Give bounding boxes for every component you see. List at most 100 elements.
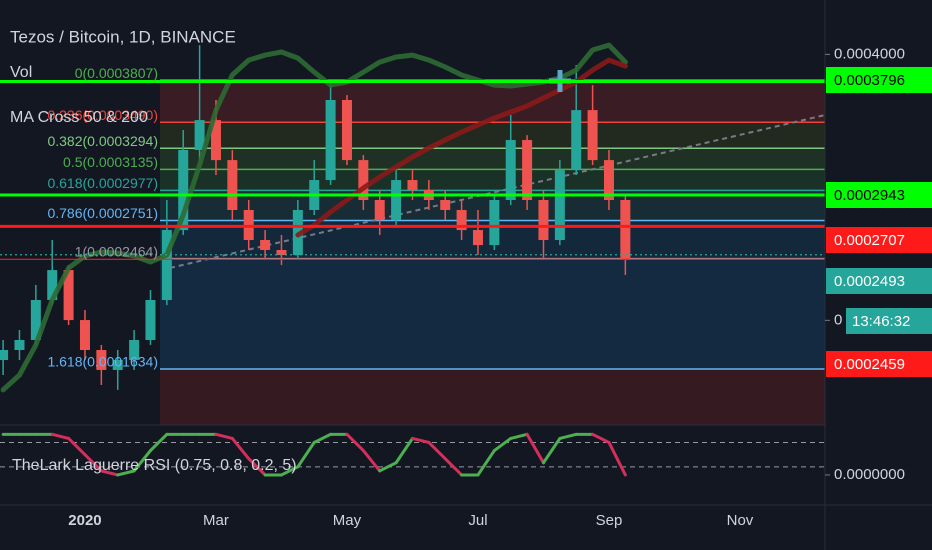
candle-body bbox=[456, 209, 467, 231]
candle-body bbox=[472, 230, 483, 246]
candle-body bbox=[505, 140, 516, 200]
candle-body bbox=[161, 230, 172, 300]
candle-body bbox=[603, 160, 614, 200]
trendline bbox=[169, 114, 826, 269]
rsi-segment bbox=[214, 432, 234, 440]
rsi-segment bbox=[83, 453, 103, 473]
rsi-segment bbox=[116, 469, 136, 477]
candle-body bbox=[587, 110, 598, 161]
price-label: 0.0002493 bbox=[834, 273, 905, 290]
candle-body bbox=[325, 100, 336, 181]
chart-title: Tezos / Bitcoin, 1D, BINANCE bbox=[10, 27, 236, 46]
rsi-segment bbox=[378, 461, 398, 473]
fib-band bbox=[160, 369, 825, 425]
candle-body bbox=[30, 300, 41, 341]
rsi-segment bbox=[296, 440, 316, 469]
rsi-segment bbox=[67, 436, 87, 457]
countdown-box bbox=[846, 308, 932, 334]
candle-body bbox=[14, 340, 25, 350]
candle-body bbox=[47, 270, 58, 300]
candle-body bbox=[145, 300, 156, 341]
fib-label: 0(0.0003807) bbox=[75, 65, 158, 81]
rsi-segment bbox=[247, 457, 267, 477]
candle-body bbox=[0, 350, 9, 360]
candle-body bbox=[276, 250, 287, 256]
candle-body bbox=[79, 320, 90, 350]
candle-body bbox=[260, 240, 271, 250]
candle-body bbox=[407, 180, 418, 191]
x-tick-label: 2020 bbox=[68, 512, 101, 529]
y-tick-label: 0.0004000 bbox=[834, 45, 905, 62]
fib-band bbox=[160, 169, 825, 191]
fib-band bbox=[160, 258, 825, 370]
fib-label: 0.5(0.0003135) bbox=[63, 154, 158, 170]
rsi-segment bbox=[509, 432, 529, 440]
fib-label: 0.786(0.0002751) bbox=[47, 205, 158, 221]
fib-label: 1(0.0002464) bbox=[75, 243, 158, 259]
candle-body bbox=[341, 100, 352, 161]
price-label: 0.0002459 bbox=[834, 356, 905, 373]
x-tick-label: May bbox=[333, 512, 362, 529]
rsi-segment bbox=[50, 432, 71, 440]
price-label-box bbox=[826, 182, 932, 208]
price-label: 0.0002943 bbox=[834, 187, 905, 204]
fib-band bbox=[160, 122, 825, 149]
candle-body bbox=[522, 140, 533, 200]
y-tick-label: 0 bbox=[834, 311, 842, 328]
candle-body bbox=[571, 110, 582, 171]
x-tick-label: Sep bbox=[596, 512, 623, 529]
rsi-tick-label: 0.0000000 bbox=[834, 466, 905, 483]
rsi-label: TheLark Laguerre RSI (0.75, 0.8, 0.2, 5) bbox=[12, 457, 297, 474]
candle-body bbox=[129, 340, 140, 360]
rsi-segment bbox=[427, 440, 447, 461]
volume-label: Vol bbox=[10, 64, 32, 81]
candle-body bbox=[489, 200, 500, 246]
price-label: 0.0003796 bbox=[834, 72, 905, 89]
rsi-segment bbox=[279, 465, 300, 477]
rsi-segment bbox=[148, 432, 169, 453]
fib-label: 0.236(0.0003490) bbox=[47, 107, 158, 123]
rsi-segment bbox=[476, 449, 496, 477]
candle-body bbox=[538, 200, 549, 241]
fib-label: 1.618(0.0001634) bbox=[47, 354, 158, 370]
rsi-segment bbox=[591, 432, 611, 444]
candle-body bbox=[210, 120, 221, 161]
rsi-segment bbox=[394, 436, 414, 465]
candle-body bbox=[391, 180, 402, 221]
x-tick-label: Mar bbox=[203, 512, 229, 529]
price-label-box bbox=[826, 67, 932, 93]
price-label: 0.0002707 bbox=[834, 232, 905, 249]
x-tick-label: Nov bbox=[727, 512, 754, 529]
rsi-segment bbox=[312, 432, 333, 444]
fib-label: 0.618(0.0002977) bbox=[47, 175, 158, 191]
rsi-segment bbox=[410, 436, 431, 444]
rsi-segment bbox=[132, 449, 152, 473]
rsi-segment bbox=[443, 457, 464, 477]
candle-body bbox=[554, 170, 565, 241]
rsi-segment bbox=[558, 432, 578, 440]
candle-body bbox=[374, 200, 385, 221]
price-label-box bbox=[826, 351, 932, 377]
rsi-segment bbox=[607, 440, 627, 477]
x-tick-label: Jul bbox=[468, 512, 487, 529]
fib-band bbox=[160, 148, 825, 170]
rsi-segment bbox=[361, 449, 382, 473]
candle-body bbox=[96, 350, 107, 370]
rsi-segment bbox=[541, 436, 562, 465]
price-label-box bbox=[826, 227, 932, 253]
ma-line bbox=[0, 42, 628, 393]
candle-body bbox=[112, 359, 123, 370]
ma-label: MA Cross 50 & 200 bbox=[10, 109, 148, 126]
rsi-segment bbox=[230, 436, 251, 461]
candle-body bbox=[227, 160, 238, 210]
rsi-segment bbox=[99, 469, 120, 477]
rsi-segment bbox=[525, 432, 545, 465]
candle-body bbox=[178, 150, 189, 231]
candle-body bbox=[358, 160, 369, 200]
countdown: 13:46:32 bbox=[852, 313, 910, 330]
candle-body bbox=[440, 200, 451, 210]
candle-body bbox=[194, 120, 205, 150]
candle-body bbox=[63, 270, 74, 321]
